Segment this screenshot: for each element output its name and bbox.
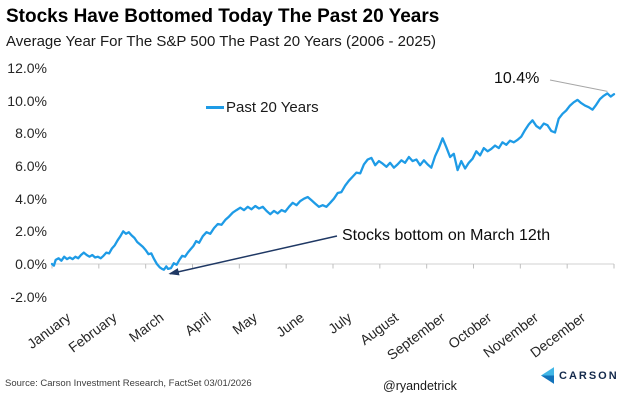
- y-axis-tick-label: 8.0%: [15, 125, 47, 142]
- y-axis-tick-label: 2.0%: [15, 223, 47, 240]
- bottom-callout-text: Stocks bottom on March 12th: [342, 227, 551, 244]
- carson-logo: CARSON: [541, 367, 619, 384]
- y-axis-tick-label: 4.0%: [15, 190, 47, 207]
- carson-logo-text: CARSON: [559, 369, 619, 382]
- series-line-past-20-years: [50, 92, 616, 271]
- twitter-handle: @ryandetrick: [383, 379, 457, 393]
- carson-logo-icon: [541, 367, 554, 384]
- callout-arrow: [168, 235, 338, 276]
- y-axis-tick-label: 6.0%: [15, 158, 47, 175]
- end-label-leader-line: [549, 79, 608, 92]
- source-text: Source: Carson Investment Research, Fact…: [5, 378, 252, 389]
- y-axis-tick-label: 0.0%: [15, 256, 47, 272]
- chart-subtitle: Average Year For The S&P 500 The Past 20…: [6, 33, 437, 50]
- y-axis-tick-label: 10.0%: [7, 92, 47, 109]
- legend-line-swatch-icon: [206, 106, 224, 109]
- y-axis-tick-label: -2.0%: [10, 288, 47, 305]
- legend: Past 20 Years: [206, 99, 319, 116]
- end-value-label: 10.4%: [494, 70, 540, 87]
- legend-label: Past 20 Years: [226, 99, 319, 116]
- chart-title: Stocks Have Bottomed Today The Past 20 Y…: [6, 6, 440, 27]
- y-axis-tick-label: 12.0%: [7, 60, 47, 77]
